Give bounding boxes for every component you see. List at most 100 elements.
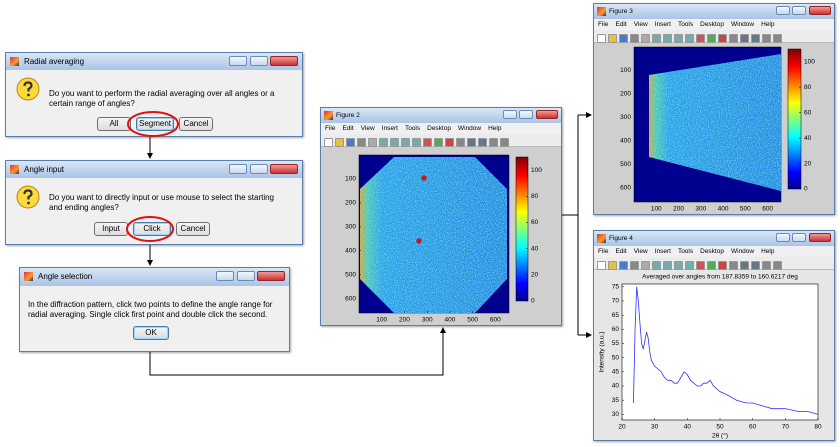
button[interactable]: Segment [136,117,174,131]
tool-icon[interactable] [641,261,650,270]
menu-item[interactable]: Desktop [427,125,451,132]
tool-icon[interactable] [597,34,606,43]
minimize[interactable] [503,110,517,119]
menu-item[interactable]: View [633,248,648,255]
tool-icon[interactable] [500,138,509,147]
tool-icon[interactable] [740,261,749,270]
tool-icon[interactable] [608,34,617,43]
close[interactable] [270,56,298,66]
button[interactable]: Cancel [179,117,213,131]
minimize[interactable] [216,271,234,281]
menu-item[interactable]: Edit [615,248,627,255]
tool-icon[interactable] [489,138,498,147]
tool-icon[interactable] [412,138,421,147]
menu-item[interactable]: File [598,248,609,255]
tool-icon[interactable] [707,261,716,270]
tool-icon[interactable] [751,34,760,43]
menu-item[interactable]: Tools [677,248,694,255]
menu-item[interactable]: View [633,21,648,28]
close[interactable] [809,6,831,15]
menu-item[interactable]: Insert [381,125,398,132]
menu-item[interactable]: Help [761,21,775,28]
tool-icon[interactable] [685,34,694,43]
menu-item[interactable]: Edit [615,21,627,28]
tool-icon[interactable] [718,261,727,270]
tool-icon[interactable] [751,261,760,270]
menu-item[interactable]: Window [730,21,755,28]
close[interactable] [809,233,831,242]
menu-item[interactable]: File [598,21,609,28]
tool-icon[interactable] [641,34,650,43]
menu-item[interactable]: Desktop [700,21,724,28]
button[interactable]: Input [94,222,128,236]
tool-icon[interactable] [740,34,749,43]
tool-icon[interactable] [390,138,399,147]
tool-icon[interactable] [423,138,432,147]
tool-icon[interactable] [608,261,617,270]
tool-icon[interactable] [773,34,782,43]
minimize[interactable] [776,233,790,242]
tool-icon[interactable] [597,261,606,270]
minimize[interactable] [776,6,790,15]
tool-icon[interactable] [762,261,771,270]
tool-icon[interactable] [379,138,388,147]
button[interactable]: OK [133,326,169,340]
tool-icon[interactable] [652,261,661,270]
maximize[interactable] [237,271,255,281]
maximize[interactable] [250,56,268,66]
tool-icon[interactable] [762,34,771,43]
close[interactable] [536,110,558,119]
tool-icon[interactable] [718,34,727,43]
tool-icon[interactable] [773,261,782,270]
tool-icon[interactable] [696,34,705,43]
menu-item[interactable]: Window [457,125,482,132]
tool-icon[interactable] [478,138,487,147]
tool-icon[interactable] [652,34,661,43]
tool-icon[interactable] [663,261,672,270]
tool-icon[interactable] [401,138,410,147]
tool-icon[interactable] [335,138,344,147]
button[interactable]: Click [133,222,171,236]
menu-item[interactable]: Window [730,248,755,255]
menu-item[interactable]: Tools [404,125,421,132]
tool-icon[interactable] [696,261,705,270]
tool-icon[interactable] [674,34,683,43]
minimize[interactable] [229,56,247,66]
tool-icon[interactable] [346,138,355,147]
menu-item[interactable]: View [360,125,375,132]
tool-icon[interactable] [630,261,639,270]
tool-icon[interactable] [368,138,377,147]
button[interactable]: Cancel [176,222,210,236]
tool-icon[interactable] [729,261,738,270]
menu-item[interactable]: Desktop [700,248,724,255]
tool-icon[interactable] [674,261,683,270]
tool-icon[interactable] [456,138,465,147]
tool-icon[interactable] [630,34,639,43]
tool-icon[interactable] [619,34,628,43]
tool-icon[interactable] [445,138,454,147]
maximize[interactable] [792,233,806,242]
tool-icon[interactable] [707,34,716,43]
tool-icon[interactable] [619,261,628,270]
tool-icon[interactable] [467,138,476,147]
tool-icon[interactable] [434,138,443,147]
tool-icon[interactable] [324,138,333,147]
tool-icon[interactable] [685,261,694,270]
menu-item[interactable]: Insert [654,248,671,255]
maximize[interactable] [250,164,268,174]
maximize[interactable] [519,110,533,119]
close[interactable] [257,271,285,281]
tool-icon[interactable] [729,34,738,43]
button[interactable]: All [97,117,131,131]
close[interactable] [270,164,298,174]
menu-item[interactable]: Insert [654,21,671,28]
tool-icon[interactable] [663,34,672,43]
menu-item[interactable]: Help [488,125,502,132]
menu-item[interactable]: Tools [677,21,694,28]
maximize[interactable] [792,6,806,15]
minimize[interactable] [229,164,247,174]
tool-icon[interactable] [357,138,366,147]
menu-item[interactable]: Edit [342,125,354,132]
menu-item[interactable]: File [325,125,336,132]
menu-item[interactable]: Help [761,248,775,255]
